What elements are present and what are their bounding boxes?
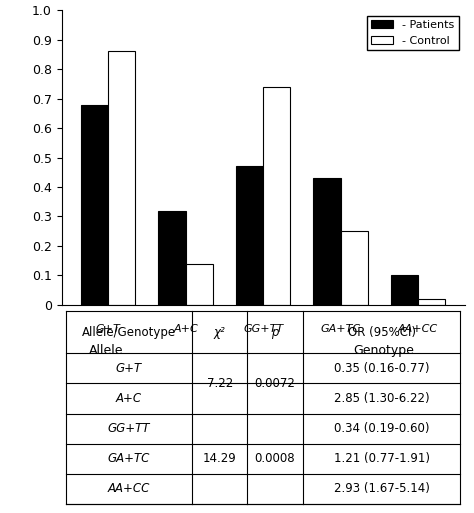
Text: 0.34 (0.19-0.60): 0.34 (0.19-0.60) — [334, 422, 429, 435]
Text: GG+TT: GG+TT — [108, 422, 150, 435]
Text: A+C: A+C — [116, 392, 142, 405]
Text: Allele/Genotype: Allele/Genotype — [82, 326, 176, 339]
Text: AA+CC: AA+CC — [398, 324, 438, 334]
Bar — [236, 166, 263, 305]
Text: 1.21 (0.77-1.91): 1.21 (0.77-1.91) — [334, 452, 429, 465]
Text: GA+TC: GA+TC — [108, 452, 150, 465]
Bar — [340, 231, 368, 305]
Bar — [158, 210, 186, 305]
Text: OR (95%CI): OR (95%CI) — [347, 326, 416, 339]
Text: p: p — [271, 326, 279, 339]
Text: 0.35 (0.16-0.77): 0.35 (0.16-0.77) — [334, 362, 429, 375]
Text: 0.0072: 0.0072 — [255, 377, 295, 390]
Text: 2.85 (1.30-6.22): 2.85 (1.30-6.22) — [334, 392, 429, 405]
Bar — [313, 178, 340, 305]
Text: 2.93 (1.67-5.14): 2.93 (1.67-5.14) — [334, 482, 429, 495]
Text: AA+CC: AA+CC — [108, 482, 150, 495]
Text: G+T: G+T — [116, 362, 142, 375]
Text: 0.0008: 0.0008 — [255, 452, 295, 465]
Text: 14.29: 14.29 — [203, 452, 237, 465]
Legend: - Patients, - Control: - Patients, - Control — [367, 16, 459, 50]
Bar — [108, 51, 135, 305]
Text: G+T: G+T — [96, 324, 120, 334]
Text: χ²: χ² — [214, 326, 226, 339]
Text: 7.22: 7.22 — [207, 377, 233, 390]
Text: Genotype: Genotype — [354, 344, 414, 357]
Bar — [81, 105, 108, 305]
Bar — [186, 264, 213, 305]
Text: GA+TC: GA+TC — [320, 324, 361, 334]
Bar — [418, 299, 445, 305]
Text: GG+TT: GG+TT — [243, 324, 283, 334]
Bar — [391, 275, 418, 305]
Text: Allele: Allele — [89, 344, 124, 357]
Text: A+C: A+C — [173, 324, 198, 334]
Bar — [263, 87, 290, 305]
